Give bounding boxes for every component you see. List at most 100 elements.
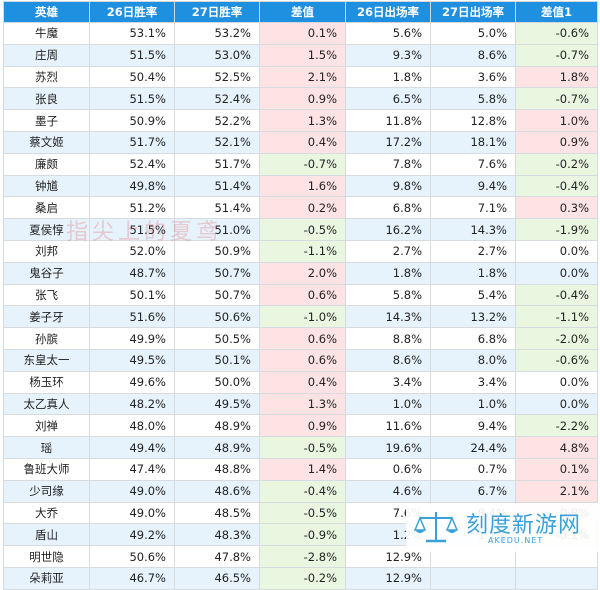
cell-winrate-26: 52.4%: [89, 152, 175, 176]
cell-hero-name: 张良: [3, 87, 90, 111]
cell-winrate-27: 48.9%: [174, 436, 260, 459]
cell-pickrate-diff: -0.7%: [515, 43, 598, 67]
cell-pickrate-diff: 0.9%: [515, 130, 598, 154]
table-row: 桑启 51.2% 51.4% 0.2% 6.8% 7.1% 0.3%: [3, 196, 598, 220]
cell-pickrate-diff: -2.0%: [515, 327, 598, 350]
cell-pickrate-26: 9.8%: [345, 174, 431, 198]
header-hero: 英雄: [3, 1, 90, 23]
cell-winrate-27: 51.7%: [174, 152, 260, 176]
cell-winrate-27: 51.4%: [174, 196, 260, 220]
cell-winrate-27: 48.5%: [174, 501, 260, 525]
cell-pickrate-26: 6.5%: [345, 87, 431, 111]
cell-winrate-diff: 1.6%: [259, 174, 346, 198]
cell-winrate-diff: -0.2%: [259, 566, 346, 590]
cell-winrate-diff: -1.1%: [259, 239, 346, 263]
cell-winrate-26: 51.2%: [89, 196, 175, 220]
header-pickrate-27: 27日出场率: [430, 1, 516, 23]
cell-hero-name: 孙膑: [3, 327, 90, 350]
table-row: 孙膑 49.9% 50.5% 0.6% 8.8% 6.8% -2.0%: [3, 327, 598, 350]
cell-pickrate-27: 3.4%: [430, 370, 516, 394]
table-row: 刘禅 48.0% 48.9% 0.9% 11.6% 9.4% -2.2%: [3, 414, 598, 438]
cell-pickrate-diff: 0.0%: [515, 370, 598, 394]
cell-pickrate-27: 7.6%: [430, 152, 516, 176]
cell-pickrate-diff: -1.1%: [515, 305, 598, 329]
cell-winrate-26: 51.5%: [89, 43, 175, 67]
cell-winrate-26: 49.8%: [89, 174, 175, 198]
cell-hero-name: 瑶: [3, 436, 90, 459]
cell-pickrate-26: 6.8%: [345, 196, 431, 220]
table-row: 墨子 50.9% 52.2% 1.3% 11.8% 12.8% 1.0%: [3, 109, 598, 132]
cell-winrate-27: 50.7%: [174, 283, 260, 307]
cell-hero-name: 蔡文姬: [3, 130, 90, 154]
cell-winrate-26: 51.5%: [89, 218, 175, 241]
cell-pickrate-27: 5.4%: [430, 283, 516, 307]
cell-hero-name: 太乙真人: [3, 392, 90, 416]
cell-pickrate-27: 12.8%: [430, 109, 516, 132]
cell-hero-name: 苏烈: [3, 65, 90, 89]
table-row: 鬼谷子 48.7% 50.7% 2.0% 1.8% 1.8% 0.0%: [3, 261, 598, 285]
cell-winrate-27: 52.1%: [174, 130, 260, 154]
cell-hero-name: 盾山: [3, 523, 90, 547]
cell-pickrate-26: 8.6%: [345, 348, 431, 372]
cell-winrate-diff: -1.0%: [259, 305, 346, 329]
cell-winrate-26: 46.7%: [89, 566, 175, 590]
table-header-row: 英雄 26日胜率 27日胜率 差值 26日出场率 27日出场率 差值1: [3, 1, 598, 23]
cell-winrate-diff: -0.4%: [259, 479, 346, 503]
cell-pickrate-diff: -2.2%: [515, 414, 598, 438]
cell-pickrate-diff: 0.3%: [515, 196, 598, 220]
cell-winrate-27: 53.2%: [174, 22, 260, 45]
cell-winrate-26: 50.4%: [89, 65, 175, 89]
scale-logo-icon: [414, 512, 458, 543]
hero-stats-table: 英雄 26日胜率 27日胜率 差值 26日出场率 27日出场率 差值1 牛魔 53…: [3, 1, 598, 590]
cell-winrate-27: 52.2%: [174, 109, 260, 132]
site-logo: 刻度新游网 AKEDU.NET: [406, 503, 600, 552]
cell-winrate-27: 50.5%: [174, 327, 260, 350]
cell-winrate-diff: -0.5%: [259, 218, 346, 241]
cell-winrate-27: 50.0%: [174, 370, 260, 394]
header-pickrate-26: 26日出场率: [345, 1, 431, 23]
cell-pickrate-diff: 0.0%: [515, 239, 598, 263]
cell-winrate-diff: 0.4%: [259, 130, 346, 154]
cell-winrate-diff: 1.3%: [259, 109, 346, 132]
cell-pickrate-diff: 4.8%: [515, 436, 598, 459]
cell-pickrate-27: 0.7%: [430, 457, 516, 481]
cell-winrate-26: 50.6%: [89, 545, 175, 568]
cell-pickrate-27: 6.7%: [430, 479, 516, 503]
cell-hero-name: 墨子: [3, 109, 90, 132]
cell-pickrate-diff: -0.4%: [515, 283, 598, 307]
header-pickrate-diff: 差值1: [515, 1, 598, 23]
cell-winrate-27: 50.6%: [174, 305, 260, 329]
table-row: 张良 51.5% 52.4% 0.9% 6.5% 5.8% -0.7%: [3, 87, 598, 111]
cell-winrate-26: 50.1%: [89, 283, 175, 307]
cell-hero-name: 张飞: [3, 283, 90, 307]
cell-pickrate-27: 2.7%: [430, 239, 516, 263]
cell-winrate-26: 48.0%: [89, 414, 175, 438]
cell-winrate-26: 48.7%: [89, 261, 175, 285]
cell-winrate-26: 49.0%: [89, 501, 175, 525]
table-row: 姜子牙 51.6% 50.6% -1.0% 14.3% 13.2% -1.1%: [3, 305, 598, 329]
cell-pickrate-27: 18.1%: [430, 130, 516, 154]
cell-pickrate-27: 5.0%: [430, 22, 516, 45]
cell-pickrate-27: 8.0%: [430, 348, 516, 372]
cell-winrate-27: 47.8%: [174, 545, 260, 568]
cell-winrate-diff: 2.1%: [259, 65, 346, 89]
cell-winrate-diff: -2.8%: [259, 545, 346, 568]
table-row: 蔡文姬 51.7% 52.1% 0.4% 17.2% 18.1% 0.9%: [3, 130, 598, 154]
cell-winrate-26: 49.6%: [89, 370, 175, 394]
table-row: 杨玉环 49.6% 50.0% 0.4% 3.4% 3.4% 0.0%: [3, 370, 598, 394]
cell-pickrate-diff: 1.0%: [515, 109, 598, 132]
cell-hero-name: 少司缘: [3, 479, 90, 503]
cell-winrate-27: 50.1%: [174, 348, 260, 372]
cell-hero-name: 鬼谷子: [3, 261, 90, 285]
table-row: 少司缘 49.0% 48.6% -0.4% 4.6% 6.7% 2.1%: [3, 479, 598, 503]
cell-winrate-26: 48.2%: [89, 392, 175, 416]
cell-pickrate-26: 2.7%: [345, 239, 431, 263]
cell-pickrate-26: 1.8%: [345, 65, 431, 89]
cell-winrate-diff: 0.1%: [259, 22, 346, 45]
table-row: 庄周 51.5% 53.0% 1.5% 9.3% 8.6% -0.7%: [3, 43, 598, 67]
cell-hero-name: 刘邦: [3, 239, 90, 263]
cell-winrate-26: 53.1%: [89, 22, 175, 45]
cell-pickrate-27: 6.8%: [430, 327, 516, 350]
header-winrate-27: 27日胜率: [174, 1, 260, 23]
cell-winrate-27: 52.5%: [174, 65, 260, 89]
